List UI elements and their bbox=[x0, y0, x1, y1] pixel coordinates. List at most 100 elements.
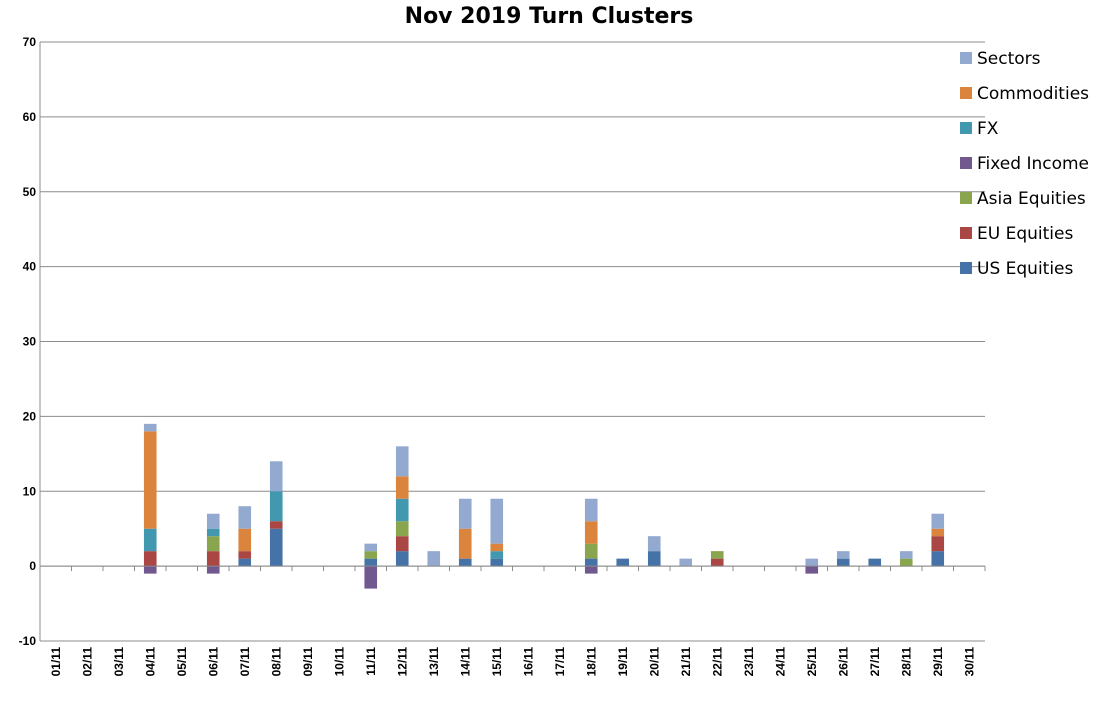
bar-segment-sectors bbox=[931, 513, 945, 529]
bar-segment-commodities bbox=[458, 528, 472, 559]
x-tick-label: 04/11 bbox=[143, 647, 157, 677]
x-tick-label: 08/11 bbox=[269, 647, 283, 677]
bar-segment-sectors bbox=[805, 558, 819, 567]
bar-segment-us-equities bbox=[647, 551, 661, 567]
bar-segment-eu-equities bbox=[143, 551, 157, 567]
x-tick-label: 22/11 bbox=[710, 647, 724, 677]
bar-segment-eu-equities bbox=[206, 551, 220, 567]
legend-label-fx: FX bbox=[977, 119, 999, 139]
bar-series-group bbox=[143, 423, 945, 589]
bar-segment-fixed-income bbox=[364, 566, 378, 589]
legend-swatch-us-equities bbox=[960, 262, 972, 274]
bar-segment-commodities bbox=[238, 528, 252, 552]
bar-segment-us-equities bbox=[616, 558, 630, 567]
x-tick-label: 20/11 bbox=[647, 647, 661, 677]
bar-segment-fixed-income bbox=[206, 566, 220, 574]
y-tick-label: 30 bbox=[23, 335, 37, 349]
bar-segment-sectors bbox=[899, 551, 913, 559]
bar-segment-fx bbox=[395, 498, 409, 522]
legend-label-fixed-income: Fixed Income bbox=[977, 154, 1089, 174]
bar-segment-fixed-income bbox=[143, 566, 157, 574]
bar-segment-asia-equities bbox=[395, 521, 409, 537]
x-tick-label: 30/11 bbox=[962, 647, 976, 677]
bar-segment-commodities bbox=[490, 543, 504, 552]
y-axis-tick-labels: -10 0 10 20 30 40 50 60 70 bbox=[19, 35, 37, 648]
x-tick-label: 16/11 bbox=[521, 647, 535, 677]
bar-segment-sectors bbox=[143, 423, 157, 432]
legend: Sectors Commodities FX Fixed Income Asia Equ… bbox=[960, 49, 1089, 279]
legend-swatch-asia-equities bbox=[960, 192, 972, 204]
legend-swatch-eu-equities bbox=[960, 227, 972, 239]
bar-segment-asia-equities bbox=[206, 536, 220, 552]
bar-segment-us-equities bbox=[395, 551, 409, 567]
bar-segment-us-equities bbox=[868, 558, 882, 567]
bar-segment-asia-equities bbox=[899, 558, 913, 567]
x-tick-label: 25/11 bbox=[805, 647, 819, 677]
bar-segment-us-equities bbox=[238, 558, 252, 567]
x-tick-label: 05/11 bbox=[175, 647, 189, 677]
bar-segment-us-equities bbox=[931, 551, 945, 567]
bar-segment-sectors bbox=[836, 551, 850, 559]
x-tick-label: 26/11 bbox=[836, 647, 850, 677]
x-tick-label: 10/11 bbox=[332, 647, 346, 677]
bar-segment-sectors bbox=[427, 551, 441, 567]
x-tick-label: 15/11 bbox=[490, 647, 504, 677]
bar-segment-fixed-income bbox=[584, 566, 598, 574]
x-tick-label: 11/11 bbox=[364, 647, 378, 676]
legend-label-commodities: Commodities bbox=[977, 84, 1089, 104]
bar-segment-sectors bbox=[490, 498, 504, 544]
bar-segment-eu-equities bbox=[395, 536, 409, 552]
x-tick-label: 24/11 bbox=[773, 647, 787, 677]
y-tick-label: 40 bbox=[23, 260, 37, 274]
bar-segment-us-equities bbox=[490, 558, 504, 567]
x-tick-label: 06/11 bbox=[206, 647, 220, 677]
bar-segment-fx bbox=[143, 528, 157, 552]
bar-segment-commodities bbox=[143, 431, 157, 529]
bar-segment-eu-equities bbox=[710, 558, 724, 567]
x-tick-label: 09/11 bbox=[301, 647, 315, 677]
x-tick-label: 21/11 bbox=[679, 647, 693, 677]
legend-swatch-fx bbox=[960, 122, 972, 134]
bar-segment-sectors bbox=[584, 498, 598, 522]
x-tick-label: 02/11 bbox=[80, 647, 94, 677]
legend-label-eu-equities: EU Equities bbox=[977, 224, 1073, 244]
y-tick-label: 0 bbox=[29, 559, 36, 573]
bar-segment-sectors bbox=[395, 446, 409, 477]
y-tick-label: 10 bbox=[23, 484, 37, 498]
legend-label-sectors: Sectors bbox=[977, 49, 1041, 69]
bar-segment-fx bbox=[269, 491, 283, 522]
bar-segment-sectors bbox=[364, 543, 378, 552]
legend-swatch-commodities bbox=[960, 87, 972, 99]
bar-segment-asia-equities bbox=[584, 543, 598, 559]
legend-label-asia-equities: Asia Equities bbox=[977, 189, 1086, 209]
bar-segment-eu-equities bbox=[931, 536, 945, 552]
x-tick-label: 19/11 bbox=[616, 647, 630, 677]
x-axis-tick-labels: 01/11 02/11 03/11 04/11 05/11 06/11 07/11 08/11… bbox=[49, 647, 977, 677]
bar-segment-eu-equities bbox=[238, 551, 252, 559]
legend-swatch-fixed-income bbox=[960, 157, 972, 169]
x-tick-label: 07/11 bbox=[238, 647, 252, 677]
x-tick-label: 17/11 bbox=[553, 647, 567, 677]
x-tick-label: 29/11 bbox=[931, 647, 945, 677]
x-tick-label: 13/11 bbox=[427, 647, 441, 677]
bar-segment-sectors bbox=[269, 461, 283, 492]
bar-segment-fx bbox=[490, 551, 504, 559]
bar-segment-us-equities bbox=[584, 558, 598, 567]
y-tick-label: 70 bbox=[23, 35, 37, 49]
chart-title: Nov 2019 Turn Clusters bbox=[405, 4, 694, 29]
bar-segment-commodities bbox=[584, 521, 598, 544]
bar-segment-us-equities bbox=[269, 528, 283, 567]
x-tick-label: 01/11 bbox=[49, 647, 63, 677]
bar-segment-us-equities bbox=[364, 558, 378, 567]
legend-label-us-equities: US Equities bbox=[977, 259, 1074, 279]
x-tick-label: 27/11 bbox=[868, 647, 882, 677]
bar-segment-commodities bbox=[395, 476, 409, 499]
x-tick-label: 14/11 bbox=[458, 647, 472, 677]
x-tick-label: 18/11 bbox=[584, 647, 598, 677]
bar-segment-sectors bbox=[458, 498, 472, 529]
x-tick-label: 28/11 bbox=[899, 647, 913, 677]
y-tick-label: -10 bbox=[19, 634, 37, 648]
bar-segment-asia-equities bbox=[710, 551, 724, 559]
bar-segment-sectors bbox=[647, 536, 661, 552]
